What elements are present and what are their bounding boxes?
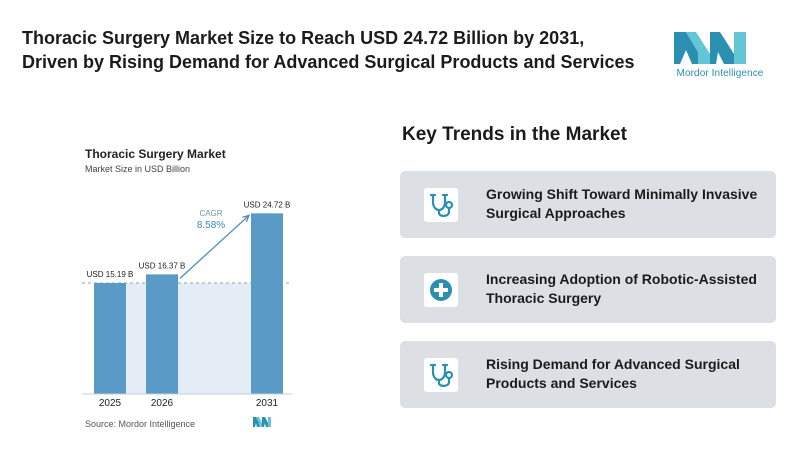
trend-text: Increasing Adoption of Robotic-Assisted … xyxy=(486,271,757,306)
chart-subtitle: Market Size in USD Billion xyxy=(85,164,191,174)
brand-logo: Mordor Intelligence xyxy=(666,28,774,84)
tick-label-2025: 2025 xyxy=(99,398,122,409)
trend-card-advanced-products: Rising Demand for Advanced Surgical Prod… xyxy=(400,341,776,408)
medical-plus-icon xyxy=(424,273,458,307)
trend-card-robotic-assisted: Increasing Adoption of Robotic-Assisted … xyxy=(400,256,776,323)
stethoscope-icon xyxy=(424,358,458,392)
trend-card-minimally-invasive: Growing Shift Toward Minimally Invasive … xyxy=(400,171,776,238)
bar-2026 xyxy=(146,274,178,394)
data-label-2025: USD 15.19 B xyxy=(87,270,134,279)
trends-title: Key Trends in the Market xyxy=(402,124,627,145)
chart-title: Thoracic Surgery Market xyxy=(85,147,226,161)
brand-logo-mark-icon xyxy=(674,32,746,64)
headline: Thoracic Surgery Market Size to Reach US… xyxy=(22,28,635,72)
bar-2025 xyxy=(94,282,126,394)
source-logo-icon xyxy=(253,417,271,427)
trend-text: Growing Shift Toward Minimally Invasive … xyxy=(486,186,758,221)
stethoscope-icon xyxy=(424,188,458,222)
chart-source: Source: Mordor Intelligence xyxy=(85,419,196,429)
cagr-value: 8.58% xyxy=(197,220,225,231)
bar-2031 xyxy=(251,213,283,394)
tick-label-2031: 2031 xyxy=(256,398,279,409)
trend-text: Rising Demand for Advanced Surgical Prod… xyxy=(486,356,740,391)
tick-label-2026: 2026 xyxy=(151,398,174,409)
cagr-arrowhead xyxy=(242,214,251,223)
data-label-2026: USD 16.37 B xyxy=(139,261,186,270)
data-label-2031: USD 24.72 B xyxy=(244,200,291,209)
cagr-arrow xyxy=(179,214,250,279)
brand-name: Mordor Intelligence xyxy=(676,68,764,79)
cagr-label: CAGR xyxy=(199,209,222,218)
